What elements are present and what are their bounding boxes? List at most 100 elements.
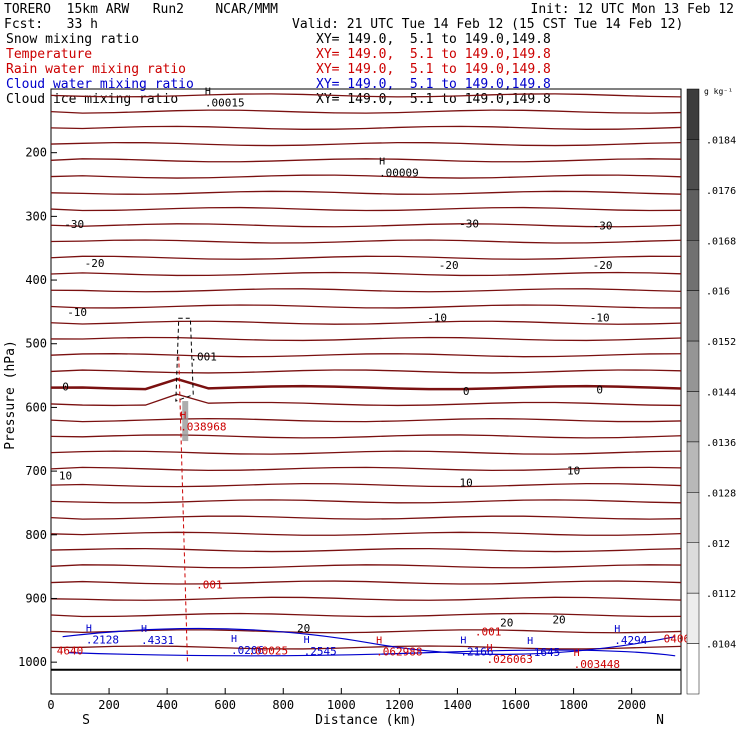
isotherm-line — [50, 353, 682, 358]
isotherm-line — [50, 466, 682, 472]
isotherm-line — [50, 93, 682, 98]
isotherm-line — [50, 174, 682, 179]
colorbar-swatch — [686, 88, 700, 140]
isotherm-line — [50, 434, 682, 439]
colorbar-tick-label: .0104 — [706, 640, 736, 651]
y-tick-label: 600 — [25, 400, 47, 414]
x-tick-label: 200 — [98, 698, 120, 712]
x-tick-label: 1000 — [327, 698, 356, 712]
colorbar-tick-label: .0128 — [706, 488, 736, 499]
x-axis-label: Distance (km) — [315, 713, 417, 728]
temperature-label: 0 — [596, 384, 603, 397]
y-axis-label: Pressure (hPa) — [3, 340, 18, 450]
isotherm-line — [50, 304, 682, 309]
extremum-value: .2128 — [86, 633, 119, 646]
isotherm-line — [50, 499, 682, 504]
isotherm-line — [50, 450, 682, 455]
isotherm-line — [50, 109, 682, 114]
colorbar-tick-label: .0184 — [706, 135, 736, 146]
colorbar-tick-label: .0152 — [706, 337, 736, 348]
colorbar-swatch — [686, 139, 700, 191]
plot-frame — [50, 88, 682, 695]
colorbar-tick-label: .0168 — [706, 236, 736, 247]
temperature-label: -20 — [85, 257, 105, 270]
x-tick-label: 2000 — [617, 698, 646, 712]
isotherm-line — [50, 547, 682, 553]
y-tick-label: 500 — [25, 337, 47, 351]
isotherm-line — [50, 531, 682, 536]
extremum-marker: H — [304, 635, 310, 646]
x-tick-label: 1600 — [501, 698, 530, 712]
colorbar-swatch — [686, 492, 700, 544]
extremum-marker: H — [231, 634, 237, 645]
x-tick-label: 600 — [214, 698, 236, 712]
x-tick-label: 800 — [272, 698, 294, 712]
init-time: Init: 12 UTC Mon 13 Feb 12 — [530, 2, 735, 17]
colorbar-swatch — [686, 391, 700, 443]
hydrometeor-contours — [62, 317, 676, 663]
extremum-value: .4331 — [141, 634, 174, 647]
extremum-value: .026063 — [486, 653, 532, 666]
temperature-label: -20 — [439, 259, 459, 272]
colorbar-swatch — [686, 240, 700, 291]
x-tick-label: 1800 — [559, 698, 588, 712]
field-name: Temperature — [6, 47, 93, 62]
isotherm-line — [50, 141, 682, 147]
isotherm-line — [50, 612, 682, 618]
cloud-water-contour — [62, 627, 676, 655]
colorbar-swatch — [686, 340, 700, 392]
extremum-value: .038968 — [180, 421, 226, 434]
x-tick-label: 0 — [47, 698, 54, 712]
cloud-water-contour — [68, 649, 676, 657]
colorbar-tick-label: .016 — [706, 287, 730, 298]
extremum-value: .00009 — [379, 167, 419, 180]
isotherm-line — [50, 564, 682, 569]
temperature-label: -10 — [590, 312, 610, 325]
extremum-value: .4294 — [614, 634, 647, 647]
extremum-marker: H — [141, 624, 147, 635]
forecast-hour: Fcst: 33 h — [4, 17, 98, 32]
rain-contour — [178, 356, 188, 663]
extremum-marker: H — [376, 635, 382, 646]
field-section-coords: XY= 149.0, 5.1 to 149.0,149.8 — [316, 77, 551, 92]
colorbar-swatch — [686, 189, 700, 241]
contour-value-label: .001 — [190, 350, 217, 363]
y-tick-label: 400 — [25, 273, 47, 287]
extremum-value: .1645 — [527, 646, 560, 659]
extremum-marker: H — [86, 623, 92, 634]
isotherm-line — [50, 206, 682, 212]
field-name: Snow mixing ratio — [6, 32, 140, 47]
temperature-label: 20 — [552, 613, 565, 626]
extremum-marker: H — [205, 86, 211, 97]
extremum-value: .2166 — [460, 645, 493, 658]
y-tick-label: 800 — [25, 528, 47, 542]
extremum-value: .062988 — [376, 645, 422, 658]
isotherm-line — [50, 336, 682, 342]
colorbar-tick-label: .0112 — [706, 589, 736, 600]
snow-contour — [175, 317, 194, 402]
extremum-marker: H — [527, 636, 533, 647]
temperature-label: -30 — [593, 219, 613, 232]
isotherm-line — [50, 393, 682, 407]
colorbar-tick-label: .0136 — [706, 438, 736, 449]
field-section-coords: XY= 149.0, 5.1 to 149.0,149.8 — [316, 62, 551, 77]
contour-value-label: 4640 — [57, 645, 84, 658]
temperature-label: -10 — [427, 312, 447, 325]
temperature-label: 10 — [567, 464, 580, 477]
contour-value-label: .001 — [475, 626, 502, 639]
isotherm-line — [50, 645, 682, 650]
y-tick-label: 200 — [25, 146, 47, 160]
colorbar-tick-label: .0144 — [706, 388, 736, 399]
field-section-coords: XY= 149.0, 5.1 to 149.0,149.8 — [316, 32, 551, 47]
colorbar-tick-label: .012 — [706, 539, 730, 550]
colorbar-unit: g kg⁻¹ — [704, 87, 733, 96]
temperature-label: -30 — [459, 217, 479, 230]
extremum-marker: H — [460, 635, 466, 646]
isotherm-line — [50, 125, 682, 130]
contour-labels: -30 -30 -30 -20 -20 -20 -10 -10 -10 0 0 0 10 10 10 20 20… — [57, 86, 690, 671]
isotherm-line — [50, 515, 682, 520]
extremum-value: .003448 — [574, 658, 620, 671]
isotherm-line — [50, 190, 682, 195]
temperature-label: 20 — [500, 617, 513, 630]
